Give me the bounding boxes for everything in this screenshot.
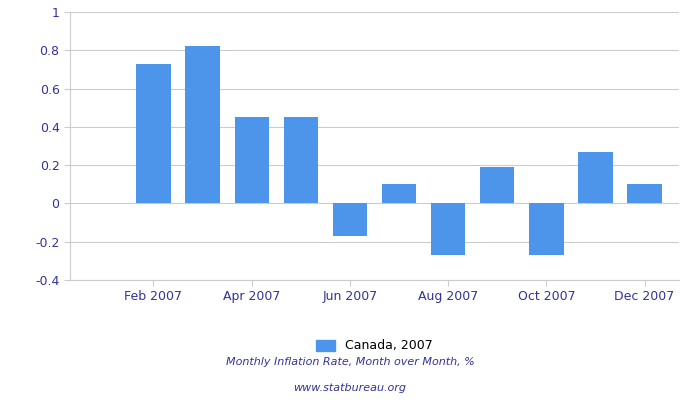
Bar (332, 204, 367, 236)
Legend: Canada, 2007: Canada, 2007 (312, 334, 438, 358)
Bar (136, 64, 171, 204)
Bar (382, 184, 416, 204)
Bar (578, 152, 612, 204)
Bar (234, 117, 269, 204)
Bar (186, 46, 220, 204)
Bar (480, 167, 514, 204)
Bar (627, 184, 662, 204)
Bar (284, 117, 318, 204)
Text: www.statbureau.org: www.statbureau.org (293, 383, 407, 393)
Bar (431, 204, 466, 255)
Text: Monthly Inflation Rate, Month over Month, %: Monthly Inflation Rate, Month over Month… (225, 357, 475, 367)
Bar (529, 204, 564, 255)
